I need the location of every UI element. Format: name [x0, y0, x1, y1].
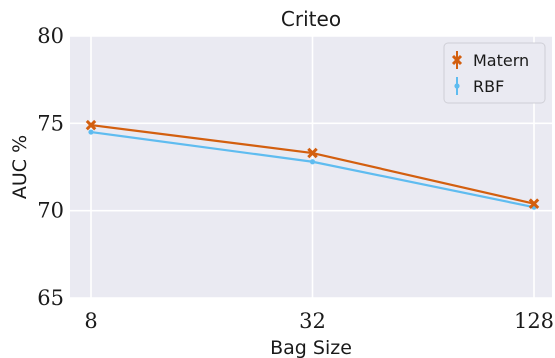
data-point — [309, 159, 316, 165]
y-tick-label: 80 — [37, 24, 64, 48]
x-tick-label: 128 — [514, 309, 554, 333]
chart-title: Criteo — [281, 7, 341, 31]
series-layer — [85, 119, 540, 210]
series-matern — [85, 119, 540, 209]
legend-box — [443, 42, 546, 104]
data-point — [307, 147, 318, 159]
legend-label: Matern — [473, 51, 529, 70]
x-axis-title: Bag Size — [270, 337, 352, 358]
y-tick-label: 70 — [37, 199, 64, 223]
series-rbf — [88, 129, 537, 210]
grid-lines — [70, 35, 552, 299]
y-tick-label: 65 — [37, 286, 64, 310]
data-point — [528, 198, 540, 209]
data-point — [88, 129, 94, 135]
data-point — [85, 119, 97, 131]
x-axis-ticks: 8 32 128 — [84, 309, 554, 333]
y-axis-ticks: 65 70 75 80 — [37, 24, 64, 310]
legend-item-matern: Matern — [451, 51, 529, 70]
x-tick-label: 32 — [299, 309, 326, 333]
x-tick-label: 8 — [84, 309, 97, 333]
y-axis-title: AUC % — [9, 135, 31, 199]
legend-label: RBF — [473, 77, 504, 96]
legend-item-rbf: RBF — [454, 77, 504, 96]
legend: Matern RBF — [443, 42, 546, 104]
y-tick-label: 75 — [37, 111, 64, 135]
